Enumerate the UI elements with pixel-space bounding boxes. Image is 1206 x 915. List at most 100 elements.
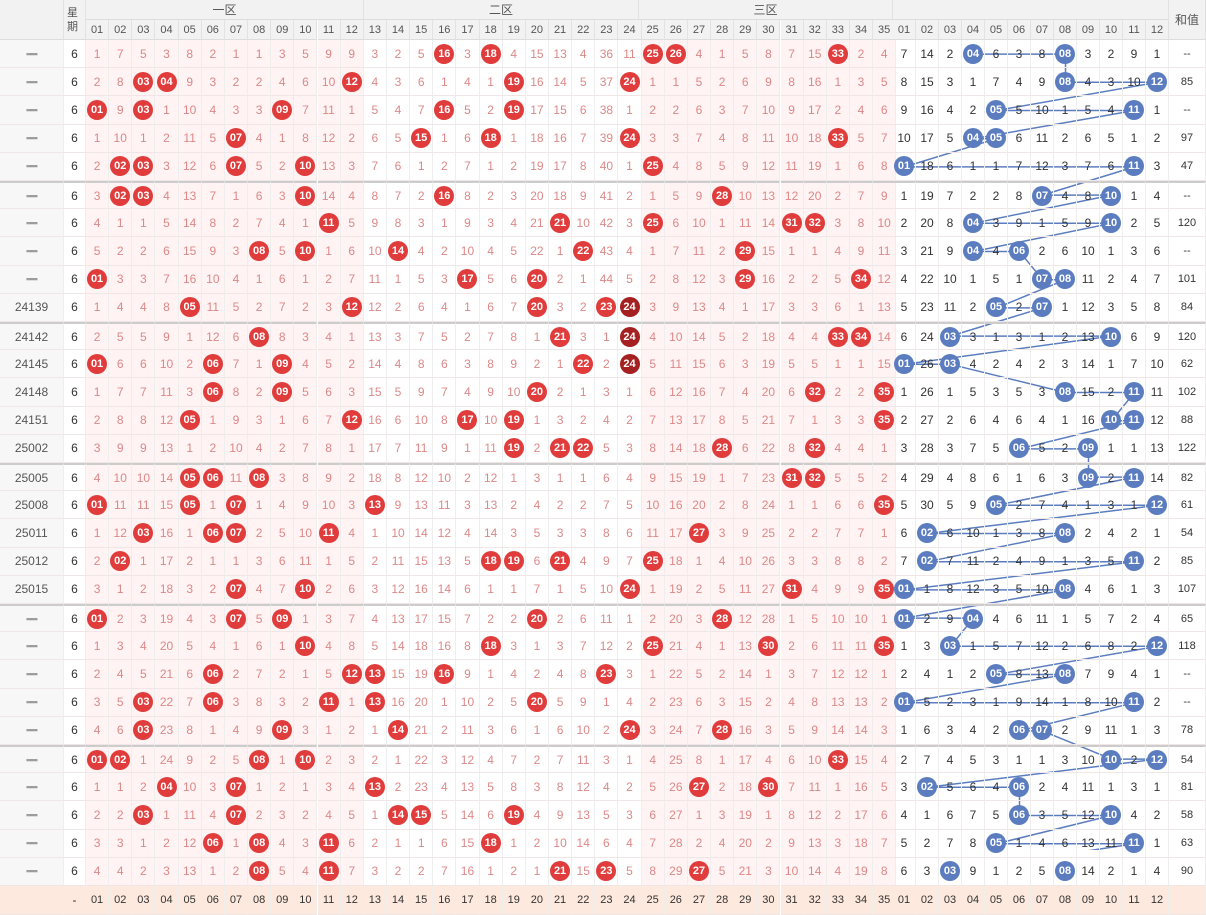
front-cell: 4 [433,293,457,322]
front-cell: 14 [386,632,411,661]
front-cell: 7 [734,96,758,125]
front-cell: 3 [826,209,850,238]
front-cell: 1 [294,209,318,238]
back-cell: 01 [893,152,916,181]
back-cell: 8 [1100,632,1123,661]
front-hit-ball: 20 [526,269,547,290]
front-hit-ball: 16 [434,43,455,64]
row-week: 6 [64,604,86,633]
front-cell: 11 [780,152,804,181]
back-cell: 1 [985,152,1008,181]
front-cell: 18 [410,632,434,661]
front-cell: 35 [873,406,897,435]
front-cell: 8 [386,463,411,492]
front-cell: 3 [109,265,133,294]
front-cell: 2 [502,857,526,886]
front-hit-ball: 24 [619,71,640,92]
header-front-number: 23 [595,20,619,40]
front-hit-ball: 03 [133,720,154,741]
back-cell: 2 [1054,716,1077,745]
front-cell: 7 [294,434,318,463]
front-cell: 1 [155,96,179,125]
front-cell: 9 [803,716,827,745]
front-cell: 11 [201,293,225,322]
front-cell: 1 [826,350,850,379]
front-cell: 2 [86,801,110,830]
front-cell: 4 [386,350,411,379]
back-cell: 7 [916,745,939,774]
row-sum: 58 [1169,801,1206,830]
front-cell: 3 [780,660,804,689]
header-front-number: 04 [155,20,179,40]
front-hit-ball: 28 [712,438,733,459]
front-hit-ball: 13 [364,494,385,515]
front-cell: 15 [525,40,549,69]
front-cell: 22 [525,237,549,266]
front-cell: 33 [826,322,850,351]
front-cell: 4 [687,632,712,661]
front-hit-ball: 21 [550,551,571,572]
front-cell: 7 [410,322,434,351]
front-cell: 2 [618,773,642,802]
back-cell: 2 [985,350,1008,379]
back-cell: 10 [893,124,916,153]
front-cell: 31 [780,575,804,604]
front-cell: 4 [711,829,735,858]
front-cell: 22 [572,434,596,463]
back-cell: 3 [1008,519,1031,548]
front-cell: 9 [132,434,156,463]
front-cell: 6 [826,293,850,322]
front-cell: 3 [525,463,549,492]
row-week: 6 [64,265,86,294]
front-cell: 3 [109,632,133,661]
row-sum: 84 [1169,293,1206,322]
header-zone1: 一区 [86,0,364,20]
front-cell: 17 [803,96,827,125]
row-week: 6 [64,293,86,322]
front-hit-ball: 31 [781,467,802,488]
front-hit-ball: 25 [642,551,663,572]
front-cell: 1 [502,575,526,604]
front-cell: 13 [734,632,758,661]
front-cell: 2 [780,632,804,661]
row-sum: 122 [1169,434,1206,463]
back-cell: 26 [916,350,939,379]
back-hit-ball: 08 [1055,522,1075,543]
front-cell: 13 [549,40,573,69]
front-cell: 7 [155,265,179,294]
back-cell: 1 [1123,181,1146,210]
back-cell: 8 [1008,660,1031,689]
footer-front-number: 24 [618,886,642,915]
back-cell: 1 [939,378,962,407]
back-cell: 4 [939,96,962,125]
front-cell: 6 [109,350,133,379]
front-hit-ball: 31 [781,579,802,600]
footer-front-number: 16 [433,886,457,915]
row-week: 6 [64,237,86,266]
footer-front-number: 28 [711,886,735,915]
front-cell: 23 [757,463,781,492]
front-cell: 8 [641,857,665,886]
front-cell: 9 [456,660,480,689]
front-cell: 10 [317,68,341,97]
back-cell: 11 [1100,829,1123,858]
footer-front-number: 31 [780,886,804,915]
back-cell: 9 [1146,322,1169,351]
front-cell: 1 [711,40,735,69]
front-cell: 1 [294,265,318,294]
front-cell: 01 [86,350,110,379]
front-cell: 21 [549,434,573,463]
back-cell: 9 [1008,209,1031,238]
front-cell: 17 [687,406,712,435]
front-cell: 5 [711,575,735,604]
header-front-number: 08 [248,20,272,40]
row-week: 6 [64,575,86,604]
header-front-number: 11 [317,20,341,40]
front-cell: 1 [734,293,758,322]
back-cell: 15 [916,68,939,97]
front-cell: 24 [618,68,642,97]
front-cell: 15 [178,237,202,266]
back-cell: 19 [916,181,939,210]
back-cell: 5 [985,265,1008,294]
front-cell: 18 [363,463,387,492]
